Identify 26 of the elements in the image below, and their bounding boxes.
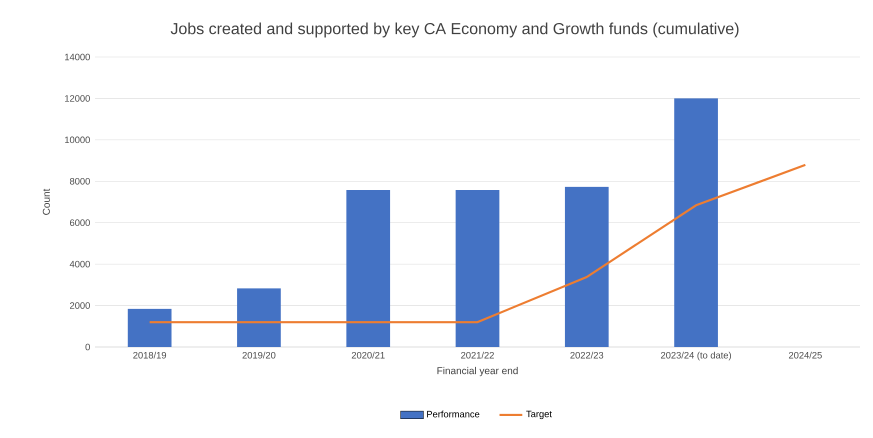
x-tick-label: 2023/24 (to date) xyxy=(660,352,732,360)
bar xyxy=(128,308,172,347)
x-tick-label: 2019/20 xyxy=(242,352,276,359)
x-tick-label: 2020/21 xyxy=(352,352,385,359)
x-tick-label: 2018/19 xyxy=(133,352,166,359)
y-tick-label: 6000 xyxy=(70,219,90,226)
legend-label: Target xyxy=(526,410,552,420)
y-tick-label: 4000 xyxy=(70,260,90,268)
y-axis-title: Count xyxy=(42,188,50,215)
bar xyxy=(674,98,718,347)
x-tick-label: 2024/25 xyxy=(788,352,822,359)
legend-label: Performance xyxy=(427,410,480,418)
y-tick-label: 14000 xyxy=(65,54,90,60)
bar xyxy=(564,186,609,347)
bar xyxy=(237,288,281,347)
chart-title: Jobs created and supported by key CA Economy and Growth funds (cumulative) xyxy=(170,22,739,38)
x-tick-label: 2022/23 xyxy=(570,352,604,359)
bar xyxy=(456,190,500,347)
y-tick-label: 12000 xyxy=(65,95,90,102)
x-axis-title: Financial year end xyxy=(437,366,518,376)
y-tick-label: 10000 xyxy=(65,136,90,144)
y-tick-label: 2000 xyxy=(70,302,90,309)
y-tick-label: 0 xyxy=(85,344,90,350)
bar xyxy=(346,190,390,347)
y-tick-label: 8000 xyxy=(70,178,90,185)
x-tick-label: 2021/22 xyxy=(461,352,494,359)
